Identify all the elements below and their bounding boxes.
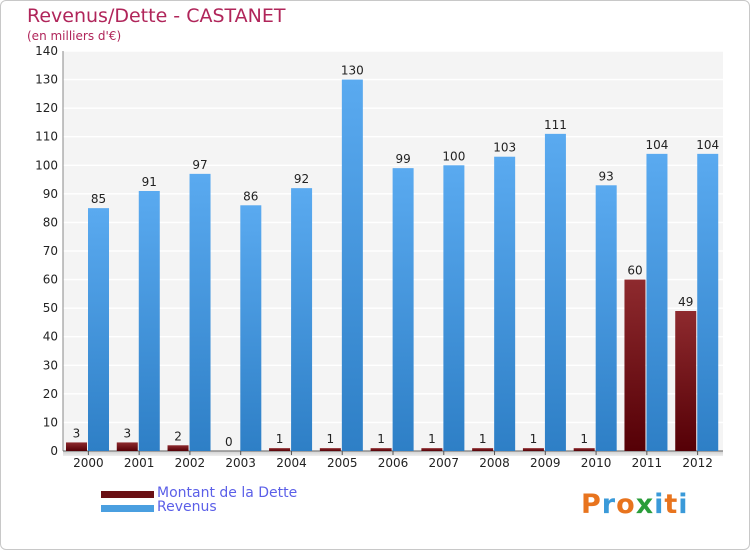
data-label-revenus: 130	[341, 64, 364, 78]
logo-letter: o	[616, 489, 636, 520]
data-label-revenus: 104	[646, 138, 669, 152]
data-label-dette: 1	[479, 432, 487, 446]
legend-label-revenus: Revenus	[157, 499, 217, 515]
x-tick-label: 2003	[225, 456, 256, 470]
x-tick-label: 2011	[632, 456, 663, 470]
y-tick-label: 80	[43, 215, 58, 229]
bar-revenus	[189, 173, 211, 451]
y-tick-label: 110	[35, 130, 58, 144]
data-label-revenus: 92	[294, 172, 309, 186]
data-label-dette: 3	[123, 426, 131, 440]
bar-dette	[675, 311, 697, 451]
data-label-revenus: 91	[142, 175, 157, 189]
y-tick-label: 130	[35, 73, 58, 87]
bar-dette	[573, 448, 595, 451]
y-tick-label: 40	[43, 330, 58, 344]
bar-dette	[269, 448, 291, 451]
x-tick-label: 2008	[479, 456, 510, 470]
chart-subtitle: (en milliers d'€)	[27, 29, 122, 43]
bar-revenus	[291, 188, 313, 451]
x-tick-label: 2006	[378, 456, 409, 470]
y-tick-label: 100	[35, 158, 58, 172]
data-label-revenus: 86	[243, 189, 258, 203]
bar-dette	[472, 448, 494, 451]
bar-dette	[66, 442, 87, 451]
y-tick-label: 0	[50, 444, 58, 458]
legend-label-dette: Montant de la Dette	[157, 485, 298, 501]
y-tick-label: 90	[43, 187, 58, 201]
data-label-dette: 1	[276, 432, 284, 446]
x-tick-label: 2009	[530, 456, 561, 470]
bar-dette	[522, 448, 544, 451]
bar-revenus	[646, 153, 668, 451]
x-tick-label: 2000	[73, 456, 104, 470]
logo-letter: i	[678, 489, 689, 520]
data-label-revenus: 93	[599, 169, 614, 183]
data-label-dette: 0	[225, 435, 233, 449]
logo-letter: r	[601, 489, 617, 520]
x-tick-label: 2005	[327, 456, 358, 470]
proxiti-logo: Proxiti	[581, 489, 689, 520]
bar-dette	[167, 445, 189, 451]
bar-revenus	[88, 208, 109, 451]
data-label-dette: 1	[428, 432, 436, 446]
bar-revenus	[240, 205, 262, 451]
x-tick-label: 2007	[428, 456, 459, 470]
y-tick-label: 140	[35, 44, 58, 58]
y-tick-label: 10	[43, 415, 58, 429]
data-label-dette: 60	[627, 264, 642, 278]
x-tick-label: 2010	[581, 456, 612, 470]
y-tick-label: 70	[43, 244, 58, 258]
data-label-revenus: 99	[395, 152, 410, 166]
y-tick-label: 50	[43, 301, 58, 315]
x-tick-label: 2004	[276, 456, 307, 470]
data-label-revenus: 111	[544, 118, 567, 132]
bar-revenus	[697, 153, 719, 451]
legend-swatch-dette	[101, 491, 154, 498]
bar-dette	[319, 448, 341, 451]
data-label-dette: 3	[73, 426, 81, 440]
legend-swatch-revenus	[101, 505, 154, 512]
data-label-revenus: 103	[493, 141, 516, 155]
x-tick-label: 2001	[124, 456, 155, 470]
bar-revenus	[341, 79, 363, 452]
bar-revenus	[595, 185, 617, 452]
bar-dette	[421, 448, 443, 451]
logo-letter: x	[635, 489, 655, 520]
logo-letter: i	[654, 489, 665, 520]
y-tick-label: 30	[43, 358, 58, 372]
bar-revenus	[544, 133, 566, 451]
x-tick-label: 2012	[682, 456, 713, 470]
data-label-dette: 49	[678, 295, 693, 309]
bar-dette	[370, 448, 392, 451]
data-label-dette: 1	[530, 432, 538, 446]
data-label-dette: 1	[377, 432, 385, 446]
x-tick-label: 2002	[175, 456, 206, 470]
bar-revenus	[392, 168, 414, 451]
bar-dette	[624, 279, 646, 451]
y-tick-label: 20	[43, 387, 58, 401]
data-label-revenus: 85	[91, 192, 106, 206]
bar-revenus	[494, 156, 516, 451]
data-label-revenus: 100	[442, 149, 465, 163]
data-label-dette: 1	[327, 432, 335, 446]
chart-title: Revenus/Dette - CASTANET	[27, 5, 286, 27]
data-label-revenus: 104	[696, 138, 719, 152]
logo-letter: P	[581, 489, 602, 520]
y-tick-label: 60	[43, 273, 58, 287]
logo-letter: t	[664, 489, 679, 520]
data-label-dette: 1	[580, 432, 588, 446]
data-label-dette: 2	[174, 429, 182, 443]
bar-revenus	[138, 191, 160, 451]
bar-revenus	[443, 165, 465, 452]
data-label-revenus: 97	[192, 158, 207, 172]
bar-dette	[116, 442, 138, 451]
y-tick-label: 120	[35, 101, 58, 115]
